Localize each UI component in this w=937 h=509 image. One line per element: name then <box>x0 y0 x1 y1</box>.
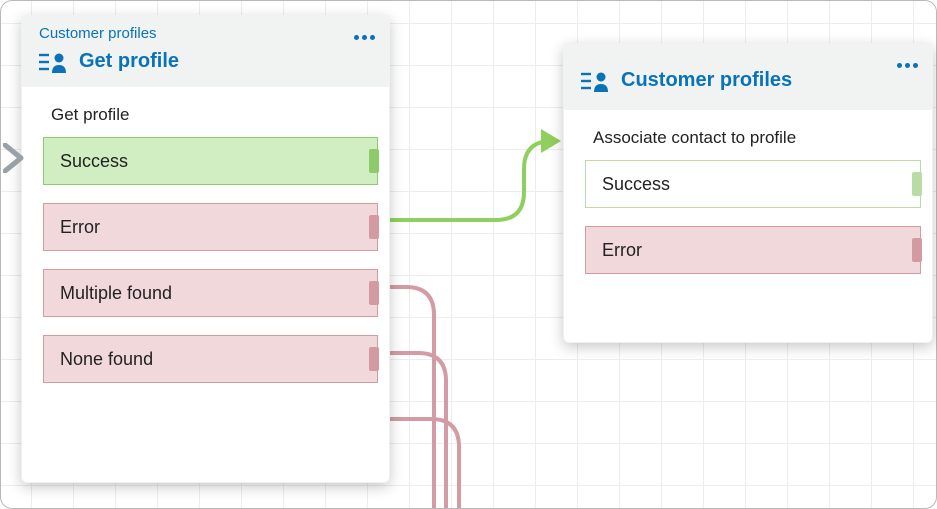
node-associate-contact[interactable]: Customer profiles Associate contact to p… <box>563 43 933 343</box>
outcome-multiple-found[interactable]: Multiple found <box>43 269 378 317</box>
node-menu-button[interactable] <box>352 27 376 45</box>
outcome-label: Error <box>602 240 642 261</box>
outcome-success[interactable]: Success <box>43 137 378 185</box>
flow-canvas[interactable]: Customer profiles Get profile Get profil… <box>0 0 937 509</box>
outcome-label: Success <box>602 174 670 195</box>
node-header[interactable]: Customer profiles <box>563 43 933 110</box>
outcome-none-found[interactable]: None found <box>43 335 378 383</box>
node-action-label: Associate contact to profile <box>563 110 933 156</box>
outcome-port[interactable] <box>369 347 379 371</box>
outcome-error[interactable]: Error <box>585 226 921 274</box>
outcome-error[interactable]: Error <box>43 203 378 251</box>
outcome-port[interactable] <box>369 281 379 305</box>
outcome-success[interactable]: Success <box>585 160 921 208</box>
outcome-port[interactable] <box>369 149 379 173</box>
node-category: Customer profiles <box>39 25 372 42</box>
outcome-label: Success <box>60 151 128 172</box>
node-header[interactable]: Customer profiles Get profile <box>21 15 390 87</box>
node-title: Get profile <box>79 50 179 73</box>
outcome-list: Success Error Multiple found None found <box>21 133 390 401</box>
outcome-port[interactable] <box>369 215 379 239</box>
outcome-label: Multiple found <box>60 283 172 304</box>
outcome-port[interactable] <box>912 172 922 196</box>
node-action-label: Get profile <box>21 87 390 133</box>
outcome-port[interactable] <box>912 238 922 262</box>
customer-profiles-icon <box>581 70 609 92</box>
outcome-label: None found <box>60 349 153 370</box>
outcome-list: Success Error <box>563 156 933 292</box>
entry-port-icon <box>3 143 27 173</box>
node-get-profile[interactable]: Customer profiles Get profile Get profil… <box>21 15 390 483</box>
outcome-label: Error <box>60 217 100 238</box>
node-menu-button[interactable] <box>895 55 919 73</box>
node-title: Customer profiles <box>621 69 792 92</box>
customer-profiles-icon <box>39 51 67 73</box>
